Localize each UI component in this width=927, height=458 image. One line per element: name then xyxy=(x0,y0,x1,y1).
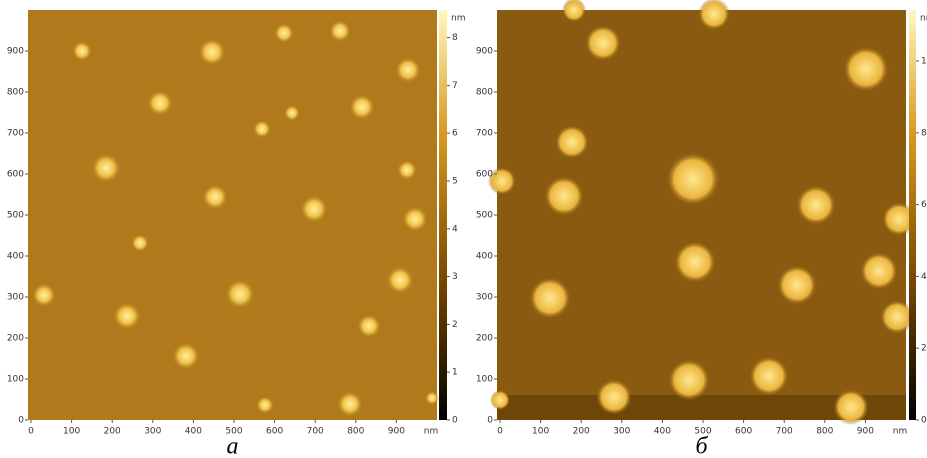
y-tick-label: 100 xyxy=(476,375,493,385)
y-tick-label: 300 xyxy=(7,293,24,303)
y-tick-label: 500 xyxy=(7,211,24,221)
y-tick-label: 600 xyxy=(476,170,493,180)
colorbar-tick-label: 6 xyxy=(921,200,927,210)
x-tick-label: 200 xyxy=(104,427,121,437)
y-tick-label: 900 xyxy=(476,47,493,57)
x-tick-label: 400 xyxy=(654,427,671,437)
y-tick-label: 600 xyxy=(7,170,24,180)
colorbar-tick-label: 10 xyxy=(921,57,927,67)
x-tick-label: 900 xyxy=(857,427,874,437)
y-tick-label: 700 xyxy=(476,129,493,139)
colorbar-tick-label: 7 xyxy=(452,81,458,91)
y-tick-label: 100 xyxy=(7,375,24,385)
colorbar-tick-label: 6 xyxy=(452,129,458,139)
x-unit: nm xyxy=(424,427,438,437)
y-tick-label: 200 xyxy=(476,334,493,344)
x-tick-label: 600 xyxy=(266,427,283,437)
colorbar-tick-label: 2 xyxy=(452,320,458,330)
x-tick-label: 600 xyxy=(735,427,752,437)
x-tick-label: 0 xyxy=(497,427,503,437)
y-tick-label: 0 xyxy=(487,416,493,426)
x-tick-label: 200 xyxy=(573,427,590,437)
image-b xyxy=(488,0,916,425)
colorbar-tick-label: 5 xyxy=(452,177,458,187)
x-tick-label: 300 xyxy=(613,427,630,437)
x-tick-label: 500 xyxy=(225,427,242,437)
y-tick-label: 200 xyxy=(7,334,24,344)
image-a xyxy=(28,10,447,420)
y-tick-label: 800 xyxy=(476,88,493,98)
x-tick-label: 800 xyxy=(347,427,364,437)
colorbar-tick-label: 1 xyxy=(452,368,458,378)
x-tick-label: 700 xyxy=(307,427,324,437)
x-unit: nm xyxy=(893,427,907,437)
caption: а xyxy=(227,434,239,458)
x-tick-label: 100 xyxy=(532,427,549,437)
x-tick-label: 700 xyxy=(776,427,793,437)
colorbar-unit: nm xyxy=(451,14,465,24)
colorbar-tick-label: 4 xyxy=(921,272,927,282)
x-tick-label: 300 xyxy=(144,427,161,437)
x-tick-label: 500 xyxy=(694,427,711,437)
x-tick-label: 100 xyxy=(63,427,80,437)
y-tick-label: 800 xyxy=(7,88,24,98)
colorbar-tick-label: 8 xyxy=(452,33,458,43)
y-tick-label: 400 xyxy=(7,252,24,262)
colorbar-tick-label: 3 xyxy=(452,272,458,282)
colorbar-tick-label: 0 xyxy=(452,416,458,426)
x-tick-label: 0 xyxy=(28,427,34,437)
caption: б xyxy=(695,434,708,458)
y-tick-label: 0 xyxy=(18,416,24,426)
y-tick-label: 500 xyxy=(476,211,493,221)
colorbar-unit: nm xyxy=(920,14,927,24)
y-tick-label: 700 xyxy=(7,129,24,139)
y-tick-label: 900 xyxy=(7,47,24,57)
x-tick-label: 900 xyxy=(388,427,405,437)
colorbar-tick-label: 2 xyxy=(921,344,927,354)
colorbar-tick-label: 4 xyxy=(452,224,458,234)
y-tick-label: 300 xyxy=(476,293,493,303)
x-tick-label: 400 xyxy=(185,427,202,437)
x-tick-label: 800 xyxy=(816,427,833,437)
y-tick-label: 400 xyxy=(476,252,493,262)
colorbar-tick-label: 8 xyxy=(921,128,927,138)
colorbar-tick-label: 0 xyxy=(921,416,927,426)
